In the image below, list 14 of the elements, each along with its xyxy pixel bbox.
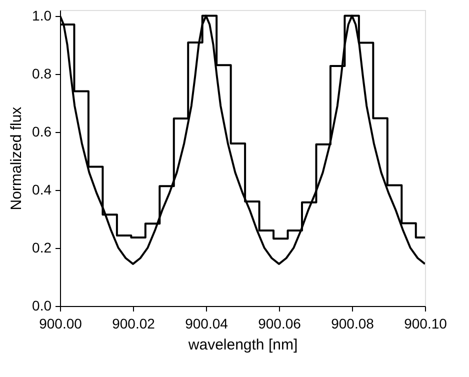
y-tick-label: 0.8: [32, 65, 52, 82]
y-tick-label: 0.6: [32, 123, 52, 140]
y-tick-label: 0.0: [32, 298, 52, 314]
x-tick-label: 900.02: [112, 316, 156, 332]
x-tick-label: 900.10: [404, 316, 448, 332]
y-tick-label: 0.2: [32, 239, 52, 256]
y-tick-label: 0.4: [32, 181, 52, 198]
y-axis-title: Normalized flux: [8, 106, 26, 210]
x-tick-label: 900.04: [185, 316, 228, 332]
x-axis-title: wavelength [nm]: [187, 336, 298, 354]
x-tick-label: 900.00: [39, 316, 82, 332]
x-tick-label: 900.08: [331, 316, 374, 332]
x-tick-label: 900.06: [258, 316, 302, 332]
y-tick-label: 1.0: [32, 7, 52, 24]
